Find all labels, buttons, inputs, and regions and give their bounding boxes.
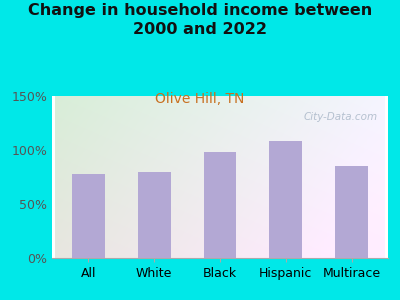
Bar — [204, 152, 236, 258]
Text: Change in household income between
2000 and 2022: Change in household income between 2000 … — [28, 3, 372, 37]
Bar — [138, 172, 170, 258]
Bar — [335, 166, 368, 258]
Bar — [270, 141, 302, 258]
Bar — [72, 174, 105, 258]
Text: City-Data.com: City-Data.com — [304, 112, 378, 122]
Text: Olive Hill, TN: Olive Hill, TN — [155, 92, 245, 106]
